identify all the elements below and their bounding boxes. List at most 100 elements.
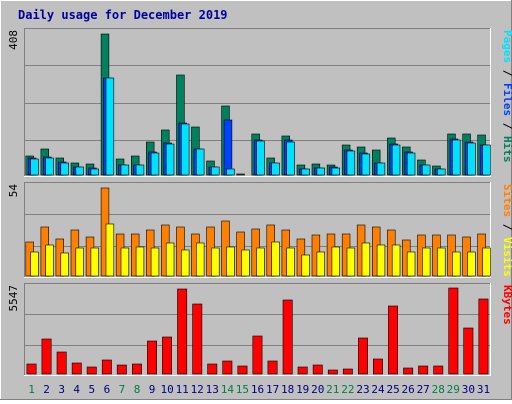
x-tick-label-25: 25 <box>386 383 399 396</box>
bar-sites-day-8 <box>135 246 145 277</box>
x-tick-label-29: 29 <box>447 383 460 396</box>
x-tick-label-5: 5 <box>88 383 95 396</box>
bar-kbytes-day-29 <box>448 287 459 375</box>
bar-pages-day-4 <box>75 166 84 176</box>
bar-files-day-14 <box>223 119 233 176</box>
x-tick-label-7: 7 <box>119 383 126 396</box>
bar-kbytes-day-19 <box>297 366 308 375</box>
x-tick-label-3: 3 <box>58 383 65 396</box>
bar-sites-day-21 <box>331 246 340 277</box>
bar-kbytes-day-24 <box>372 358 383 375</box>
bar-pages-day-30 <box>467 142 476 176</box>
bar-sites-day-5 <box>90 247 100 277</box>
bar-kbytes-day-9 <box>147 340 157 375</box>
x-tick-label-2: 2 <box>43 383 50 396</box>
bar-kbytes-day-6 <box>101 359 112 375</box>
bar-pages-day-1 <box>30 158 39 176</box>
bar-sites-day-11 <box>181 249 190 277</box>
panel-kbytes: 5547 KBytes <box>7 283 512 376</box>
bar-pages-day-17 <box>271 162 280 176</box>
x-tick-label-27: 27 <box>417 383 430 396</box>
bar-kbytes-day-17 <box>267 360 278 375</box>
bar-pages-day-20 <box>316 167 325 176</box>
bar-pages-day-16 <box>256 140 265 176</box>
bar-sites-day-7 <box>120 247 130 277</box>
x-tick-label-9: 9 <box>149 383 156 396</box>
chart-title: Daily usage for December 2019 <box>18 8 228 22</box>
x-tick-label-13: 13 <box>206 383 219 396</box>
bar-kbytes-day-28 <box>433 365 444 375</box>
bar-kbytes-day-4 <box>71 362 82 375</box>
panel-visits-sites-scale-max-label: 54 <box>7 184 20 198</box>
x-tick-label-22: 22 <box>341 383 354 396</box>
bar-pages-day-18 <box>286 141 295 176</box>
bar-kbytes-day-3 <box>56 351 67 375</box>
bar-sites-day-23 <box>361 242 371 277</box>
x-tick-label-24: 24 <box>371 383 385 396</box>
bar-kbytes-day-2 <box>41 338 52 375</box>
bar-pages-day-27 <box>421 164 431 176</box>
x-tick-label-26: 26 <box>401 383 414 396</box>
bar-sites-day-31 <box>482 247 491 277</box>
x-tick-label-12: 12 <box>191 383 204 396</box>
bar-sites-day-17 <box>271 241 280 277</box>
bar-kbytes-day-1 <box>26 363 37 375</box>
bar-pages-day-13 <box>211 166 220 176</box>
x-tick-label-28: 28 <box>432 383 445 396</box>
legend-part: KBytes <box>501 285 512 325</box>
bar-sites-day-10 <box>165 242 175 277</box>
bar-pages-day-25 <box>391 144 401 176</box>
bar-kbytes-day-8 <box>132 363 142 375</box>
bar-pages-day-21 <box>331 167 340 176</box>
bar-pages-day-14 <box>226 168 235 176</box>
x-tick-label-16: 16 <box>251 383 264 396</box>
panel-hits-files-pages: 408 Pages / Files / Hits <box>7 28 512 177</box>
x-tick-label-14: 14 <box>221 383 235 396</box>
x-tick-label-17: 17 <box>266 383 279 396</box>
legend-part: Pages <box>501 30 512 63</box>
legend-part: / <box>501 63 512 83</box>
bar-pages-day-6 <box>105 77 115 176</box>
bar-pages-day-9 <box>150 152 160 176</box>
bar-sites-day-1 <box>30 251 39 277</box>
x-tick-label-31: 31 <box>477 383 490 396</box>
bar-pages-day-8 <box>135 164 145 176</box>
x-tick-label-23: 23 <box>356 383 369 396</box>
bar-sites-day-2 <box>45 244 54 277</box>
panel-hits-files-pages-scale-max-label: 408 <box>7 30 20 50</box>
bar-sites-day-13 <box>211 247 220 277</box>
bar-pages-day-2 <box>45 157 54 176</box>
bar-pages-day-11 <box>181 123 190 176</box>
bar-sites-day-29 <box>452 251 461 277</box>
x-tick-label-18: 18 <box>281 383 294 396</box>
bar-pages-day-3 <box>60 162 69 176</box>
x-axis-tick-labels: 1 2 3 4 5 6 7 8 9 10 11 12 13 14 15 16 17 18 19 20 21 22 23 24 2… <box>28 383 490 396</box>
legend-part: Files <box>501 83 512 116</box>
bar-sites-day-18 <box>286 247 295 277</box>
x-tick-label-19: 19 <box>296 383 309 396</box>
bar-pages-day-31 <box>482 144 491 176</box>
bar-pages-day-10 <box>165 143 175 176</box>
bar-kbytes-day-12 <box>192 303 203 375</box>
x-tick-label-10: 10 <box>160 383 173 396</box>
bar-kbytes-day-11 <box>177 288 188 375</box>
x-tick-label-8: 8 <box>134 383 141 396</box>
bar-kbytes-day-21 <box>327 369 338 375</box>
bar-sites-day-15 <box>241 249 250 277</box>
legend-part: / <box>501 116 512 136</box>
bar-sites-day-19 <box>301 254 310 277</box>
bar-kbytes-day-30 <box>463 327 474 375</box>
bar-kbytes-day-23 <box>357 337 368 375</box>
legend-part: Hits <box>501 136 512 163</box>
panel-kbytes-scale-max-label: 5547 <box>7 285 20 312</box>
x-tick-label-4: 4 <box>73 383 80 396</box>
x-tick-label-6: 6 <box>104 383 111 396</box>
bar-kbytes-day-14 <box>222 360 233 375</box>
bar-pages-day-29 <box>452 139 461 176</box>
bar-sites-day-28 <box>437 247 446 277</box>
bar-kbytes-day-26 <box>403 367 414 375</box>
bar-sites-day-4 <box>75 247 84 277</box>
panel-visits-sites-legend: Sites / Visits <box>501 184 512 277</box>
bar-kbytes-day-13 <box>207 363 218 375</box>
